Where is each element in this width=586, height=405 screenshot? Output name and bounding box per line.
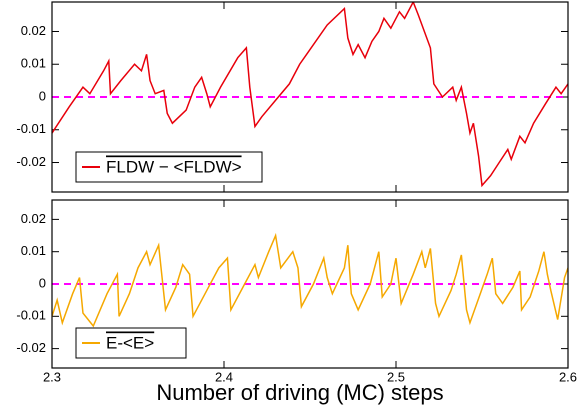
y-tick-label: 0.02 bbox=[21, 23, 46, 38]
y-tick-label: -0.01 bbox=[16, 121, 46, 136]
x-tick-label: 2.5 bbox=[387, 369, 405, 384]
plot-frame bbox=[51, 199, 569, 369]
x-tick-label: 2.4 bbox=[215, 369, 233, 384]
x-tick-label: 2.6 bbox=[559, 369, 577, 384]
legend-box bbox=[75, 327, 187, 359]
x-axis-label: Number of driving (MC) steps bbox=[156, 380, 443, 405]
y-tick-label: -0.02 bbox=[16, 340, 46, 355]
data-line bbox=[52, 232, 568, 328]
y-tick-label: 0 bbox=[39, 88, 46, 103]
y-tick-label: -0.02 bbox=[16, 154, 46, 169]
y-tick-label: 0 bbox=[39, 275, 46, 290]
legend-label: E-<E> bbox=[106, 333, 154, 352]
y-tick-label: 0.01 bbox=[21, 243, 46, 258]
data-line bbox=[52, 2, 568, 188]
x-tick-label: 2.3 bbox=[43, 369, 61, 384]
y-tick-label: 0.01 bbox=[21, 56, 46, 71]
y-tick-label: 0.02 bbox=[21, 211, 46, 226]
legend-label: FLDW − <FLDW> bbox=[106, 157, 242, 176]
plot-frame bbox=[51, 1, 569, 193]
legend-box bbox=[75, 151, 263, 183]
y-tick-label: -0.01 bbox=[16, 308, 46, 323]
